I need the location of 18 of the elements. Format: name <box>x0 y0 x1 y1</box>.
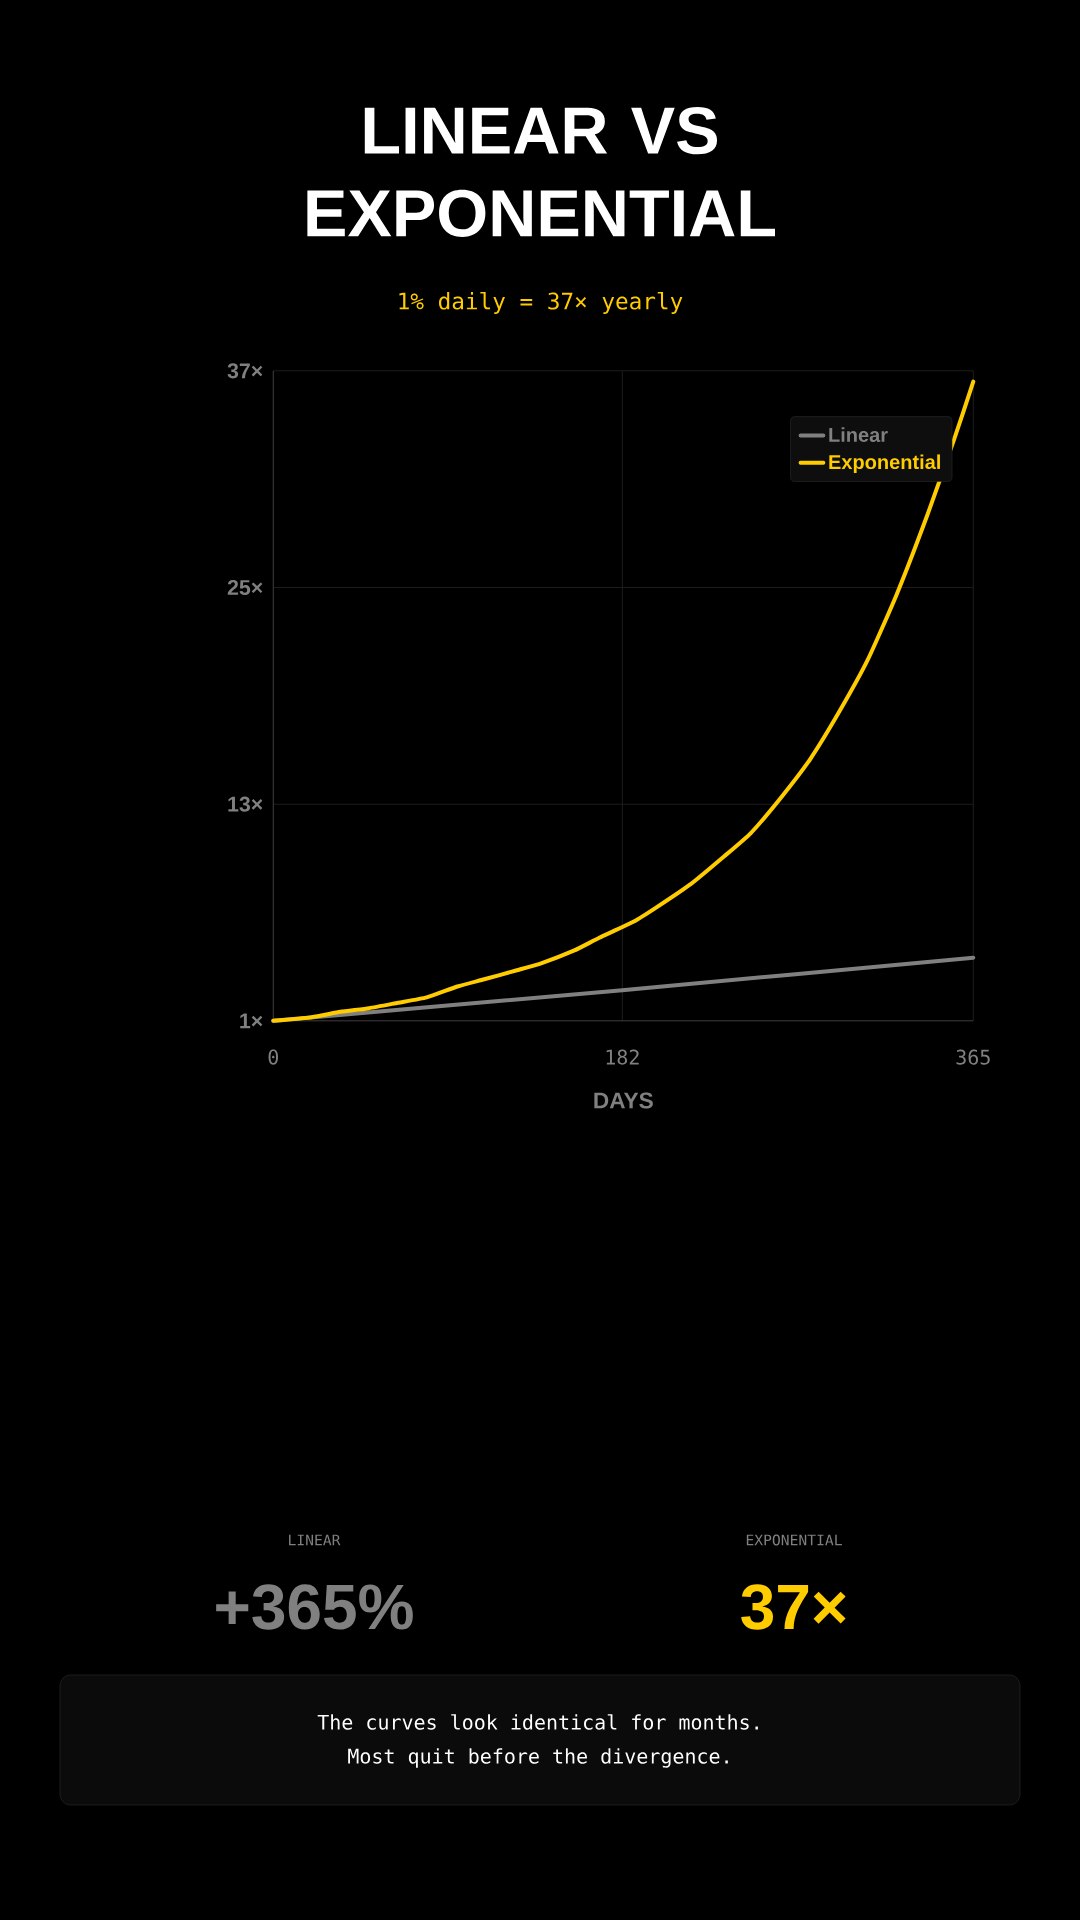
chart-title: LINEAR VS EXPONENTIAL <box>307 107 775 237</box>
x-tick-label: 365 <box>956 1049 990 1065</box>
chart-subtitle: 1% daily = 37× yearly <box>399 291 683 314</box>
text: The curves look identical for months. <box>317 1714 758 1730</box>
text: LINEAR <box>289 1534 341 1546</box>
legend-label: Linear <box>829 427 888 442</box>
text: EXPONENTIAL <box>746 1534 842 1546</box>
text: Most quit before the divergence. <box>348 1748 728 1768</box>
x-tick-label: 0 <box>268 1049 278 1065</box>
y-tick-label: 25× <box>227 579 263 596</box>
legend-label: Exponential <box>829 454 940 474</box>
y-tick-label: 37× <box>227 363 263 379</box>
text: 37× <box>741 1584 846 1630</box>
y-tick-label: 1× <box>240 1013 263 1029</box>
x-tick-label: 182 <box>606 1049 639 1065</box>
x-axis-title: DAYS <box>594 1092 653 1109</box>
text: +365% <box>216 1584 413 1630</box>
y-tick-label: 13× <box>228 796 263 812</box>
